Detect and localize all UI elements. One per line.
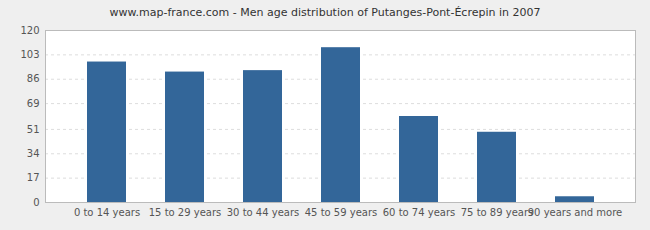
svg-text:75 to 89 years: 75 to 89 years — [461, 207, 534, 218]
svg-text:34: 34 — [27, 148, 40, 159]
html-text:www.map-france.com - Men age d: www.map-france.com - Men age distributio… — [109, 6, 541, 19]
svg-text:0 to 14 years: 0 to 14 years — [74, 207, 140, 218]
svg-text:103: 103 — [20, 49, 39, 60]
svg-text:51: 51 — [27, 124, 40, 135]
svg-text:86: 86 — [27, 73, 40, 84]
svg-text:120: 120 — [20, 25, 39, 36]
svg-text:60 to 74 years: 60 to 74 years — [383, 207, 456, 218]
svg-text:69: 69 — [27, 98, 40, 109]
svg-text:90 years and more: 90 years and more — [528, 207, 623, 218]
svg-text:45 to 59 years: 45 to 59 years — [305, 207, 378, 218]
svg-text:30 to 44 years: 30 to 44 years — [227, 207, 300, 218]
svg-text:15 to 29 years: 15 to 29 years — [149, 207, 222, 218]
svg-text:17: 17 — [27, 172, 40, 183]
svg-text:0: 0 — [33, 197, 39, 208]
